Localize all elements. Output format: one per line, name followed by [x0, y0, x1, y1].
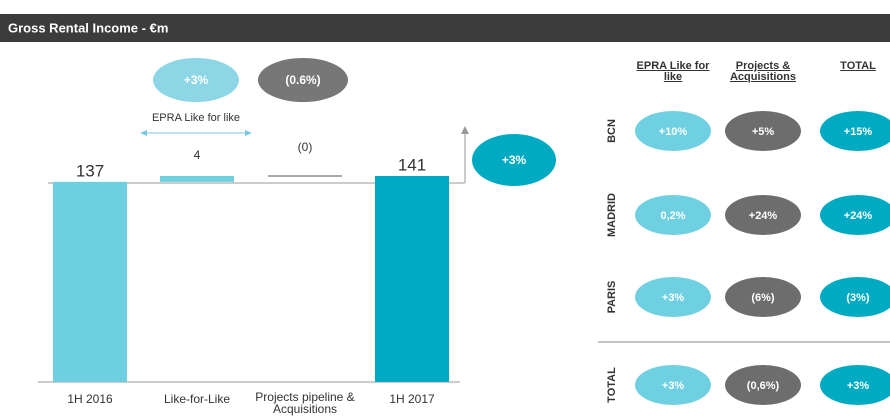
bubble-label: +3%: [662, 292, 685, 304]
bubble: [820, 365, 890, 405]
bubble-label: +10%: [659, 126, 688, 138]
bubble-label: (6%): [751, 292, 775, 304]
column-header: TOTAL: [840, 60, 876, 72]
value-label: 4: [194, 148, 201, 162]
value-label: 141: [398, 155, 426, 174]
x-tick-label: 1H 2016: [67, 392, 113, 406]
bubble: [820, 111, 890, 151]
bubble-label: +15%: [844, 126, 873, 138]
x-tick-label: Like-for-Like: [163, 392, 231, 406]
title-bar: [0, 14, 890, 42]
bubble-label: +3%: [184, 73, 209, 87]
arrow-head: [461, 126, 469, 134]
row-label: BCN: [606, 119, 618, 143]
x-tick-label: 1H 2017: [389, 392, 435, 406]
bubble: [635, 111, 711, 151]
column-header: Projects & Acquisitions: [729, 60, 796, 83]
bubble-label: +3%: [662, 380, 685, 392]
bubble: [635, 365, 711, 405]
bubble-label: (0,6%): [747, 380, 780, 392]
bubble: [820, 195, 890, 235]
value-label: 137: [76, 161, 104, 180]
annotation: EPRA Like for like: [152, 112, 240, 124]
bubble-label: +24%: [844, 210, 873, 222]
bubble-label: (0.6%): [285, 73, 320, 87]
bubble-label: +3%: [847, 380, 870, 392]
bubble: [635, 195, 711, 235]
bubble: [258, 58, 348, 102]
value-label: (0): [298, 140, 313, 154]
bubble: [153, 58, 239, 102]
bubble-label: (3%): [846, 292, 870, 304]
bar: [375, 176, 449, 382]
chart-title: Gross Rental Income - €m: [8, 20, 168, 35]
bubble: [635, 277, 711, 317]
row-label: TOTAL: [606, 367, 618, 403]
bubble-label: 0,2%: [660, 210, 685, 222]
column-header: EPRA Like for like: [636, 60, 710, 83]
bubble-label: +3%: [502, 153, 527, 167]
row-label: PARIS: [606, 281, 618, 314]
bubble: [820, 277, 890, 317]
bubble: [725, 111, 801, 151]
bubble: [725, 277, 801, 317]
bubble: [725, 365, 801, 405]
bubble: [472, 134, 556, 186]
bubble: [725, 195, 801, 235]
bubble-label: +24%: [749, 210, 778, 222]
bar: [160, 176, 234, 182]
x-tick-label: Projects pipeline & Acquisitions: [255, 390, 355, 416]
row-label: MADRID: [606, 193, 618, 237]
bar: [53, 181, 127, 382]
bubble-label: +5%: [752, 126, 775, 138]
